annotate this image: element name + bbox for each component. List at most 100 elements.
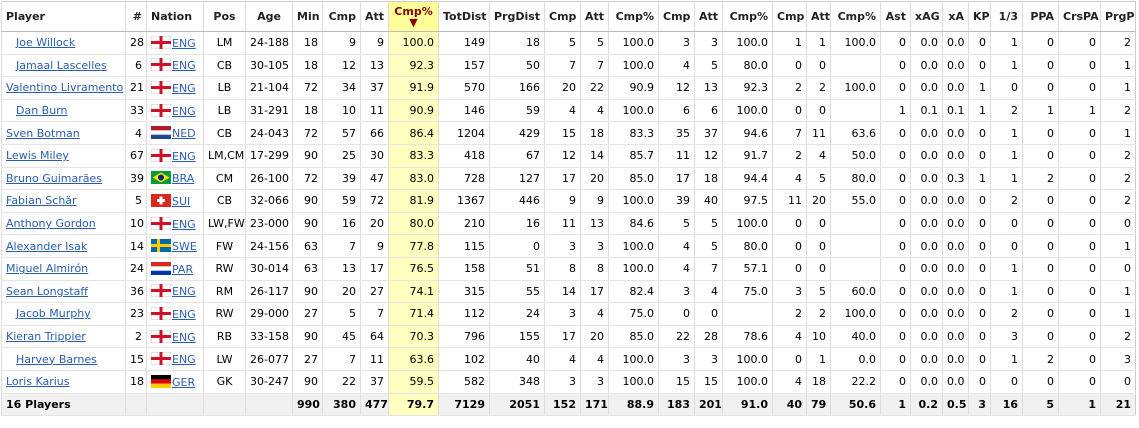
cell-value: 14 xyxy=(130,239,144,253)
table-cell: 0 xyxy=(806,99,831,123)
column-header[interactable]: Cmp xyxy=(772,1,807,32)
column-header[interactable]: Cmp xyxy=(658,1,695,32)
cell-value: 146 xyxy=(464,104,485,118)
player-link[interactable]: Sean Longstaff xyxy=(6,284,88,298)
cell-value: 4 xyxy=(597,104,604,118)
nation-link[interactable]: ENG xyxy=(172,149,196,163)
cell-value: 0 xyxy=(1011,81,1018,95)
nation-link[interactable]: PAR xyxy=(172,262,194,276)
table-cell: 2 xyxy=(990,302,1023,326)
table-cell: SWE xyxy=(146,234,204,258)
nation-link[interactable]: GER xyxy=(172,375,196,389)
header-label: CrsPA xyxy=(1063,10,1099,23)
table-cell: CB xyxy=(203,121,246,145)
column-header[interactable]: CrsPA xyxy=(1058,1,1101,32)
column-header[interactable]: xAG xyxy=(910,1,943,32)
cell-value: 85.0 xyxy=(629,330,655,344)
column-header[interactable]: Cmp% xyxy=(608,1,659,32)
table-cell: RW xyxy=(203,302,246,326)
table-cell: 7 xyxy=(772,121,807,145)
cell-value: 0.0 xyxy=(947,375,965,389)
table-cell: 0 xyxy=(772,234,807,258)
column-header[interactable]: Min xyxy=(292,1,323,32)
cell-value: 0 xyxy=(899,194,906,208)
cell-value: 27 xyxy=(370,284,384,298)
column-header[interactable]: 1/3 xyxy=(990,1,1023,32)
column-header[interactable]: Cmp% xyxy=(830,1,881,32)
cell-value: 3 xyxy=(711,352,718,366)
column-header[interactable]: Cmp xyxy=(544,1,581,32)
footer-value: 79.7 xyxy=(406,397,434,411)
table-cell: Joe Willock xyxy=(1,31,126,55)
table-cell: 0 xyxy=(880,121,911,145)
column-header[interactable]: PPA xyxy=(1022,1,1059,32)
nation-link[interactable]: ENG xyxy=(172,59,196,73)
nation-link[interactable]: SUI xyxy=(172,194,191,208)
player-link[interactable]: Fabian Schär xyxy=(6,194,77,208)
column-header[interactable]: Cmp xyxy=(322,1,361,32)
cell-value: 1 xyxy=(1124,126,1131,140)
player-link[interactable]: Anthony Gordon xyxy=(6,217,96,231)
column-header[interactable]: Att xyxy=(694,1,723,32)
player-link[interactable]: Harvey Barnes xyxy=(16,352,97,366)
player-link[interactable]: Miguel Almirón xyxy=(6,262,89,276)
nation-link[interactable]: ENG xyxy=(172,36,196,50)
player-link[interactable]: Kieran Trippier xyxy=(6,330,86,344)
nation-link[interactable]: ENG xyxy=(172,217,196,231)
player-link[interactable]: Bruno Guimarães xyxy=(6,171,103,185)
table-cell: 0 xyxy=(806,54,831,78)
player-link[interactable]: Dan Burn xyxy=(16,104,68,118)
column-header[interactable]: Cmp% ▼ xyxy=(388,1,439,32)
column-header[interactable]: # xyxy=(125,1,147,32)
nation-link[interactable]: ENG xyxy=(172,330,196,344)
table-cell: 3 xyxy=(772,280,807,304)
table-cell: 78.6 xyxy=(722,325,773,349)
footer-value: 7129 xyxy=(454,397,485,411)
column-header[interactable]: Pos xyxy=(203,1,246,32)
cell-value: 12 xyxy=(676,81,690,95)
nation-link[interactable]: NED xyxy=(172,127,196,141)
cell-value: 24 xyxy=(526,307,540,321)
player-link[interactable]: Valentino Livramento xyxy=(6,81,124,95)
player-link[interactable]: Jacob Murphy xyxy=(16,307,91,321)
table-cell: 0.0 xyxy=(910,167,943,191)
column-header[interactable]: Att xyxy=(580,1,609,32)
player-row: Kieran Trippier 2 ENG RB 33-158 90 45 64 70.3 796… xyxy=(1,325,1136,349)
table-cell: 24-043 xyxy=(245,121,293,145)
column-header[interactable]: KP xyxy=(968,1,991,32)
nation-link[interactable]: ENG xyxy=(172,81,196,95)
cell-value: 796 xyxy=(464,330,485,344)
player-link[interactable]: Jamaal Lascelles xyxy=(16,58,107,72)
column-header[interactable]: Player xyxy=(1,1,126,32)
player-link[interactable]: Sven Botman xyxy=(6,126,80,140)
nation-link[interactable]: ENG xyxy=(172,353,196,367)
player-link[interactable]: Loris Karius xyxy=(6,375,70,389)
column-header[interactable]: Cmp% xyxy=(722,1,773,32)
cell-value: 0 xyxy=(1089,330,1096,344)
table-cell: 0 xyxy=(1058,121,1101,145)
cell-value: 18 xyxy=(704,171,718,185)
nation-link[interactable]: ENG xyxy=(172,285,196,299)
player-link[interactable]: Joe Willock xyxy=(16,36,76,50)
column-header[interactable]: PrgDist xyxy=(489,1,545,32)
table-cell: 115 xyxy=(438,234,490,258)
column-header[interactable]: Att xyxy=(806,1,831,32)
player-link[interactable]: Lewis Miley xyxy=(6,149,69,163)
cell-value: 22 xyxy=(342,375,356,389)
cell-value: 4 xyxy=(135,126,142,140)
column-header[interactable]: Ast xyxy=(880,1,911,32)
column-header[interactable]: PrgP xyxy=(1100,1,1136,32)
column-header[interactable]: Nation xyxy=(146,1,204,32)
nation-link[interactable]: ENG xyxy=(172,307,196,321)
cell-value: 5 xyxy=(683,217,690,231)
column-header[interactable]: TotDist xyxy=(438,1,490,32)
nation-link[interactable]: BRA xyxy=(172,172,195,186)
cell-value: 9 xyxy=(569,194,576,208)
nation-link[interactable]: SWE xyxy=(172,240,197,254)
column-header[interactable]: Age xyxy=(245,1,293,32)
column-header[interactable]: xA xyxy=(942,1,969,32)
player-link[interactable]: Alexander Isak xyxy=(6,239,88,253)
column-header[interactable]: Att xyxy=(360,1,389,32)
cell-value: 12 xyxy=(704,149,718,163)
nation-link[interactable]: ENG xyxy=(172,104,196,118)
